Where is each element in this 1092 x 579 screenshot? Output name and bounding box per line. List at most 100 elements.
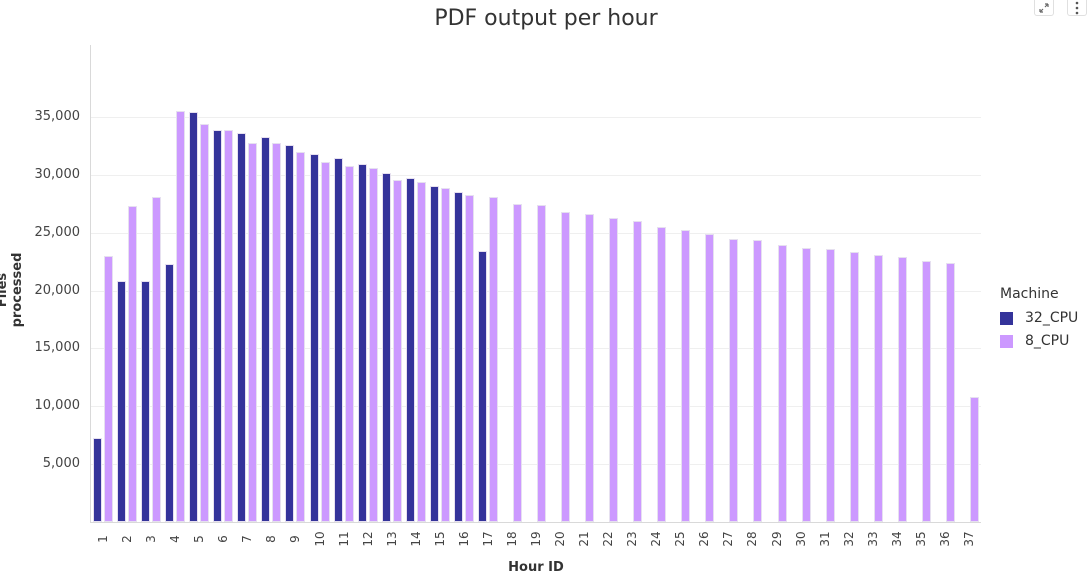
bar-8-cpu-hour-13[interactable] [393, 180, 402, 522]
bar-8-cpu-hour-35[interactable] [922, 261, 931, 522]
bar-32-cpu-hour-11[interactable] [334, 158, 343, 522]
y-axis-label: Files processed [0, 252, 25, 328]
bar-8-cpu-hour-5[interactable] [200, 124, 209, 522]
bar-8-cpu-hour-7[interactable] [248, 143, 257, 522]
gridline [91, 291, 981, 292]
bar-8-cpu-hour-2[interactable] [128, 206, 137, 522]
bar-8-cpu-hour-20[interactable] [561, 212, 570, 522]
bar-8-cpu-hour-1[interactable] [104, 256, 113, 522]
y-axis-line [90, 45, 91, 522]
bar-32-cpu-hour-13[interactable] [382, 173, 391, 522]
bar-32-cpu-hour-16[interactable] [454, 192, 463, 522]
bar-32-cpu-hour-3[interactable] [141, 281, 150, 522]
bar-32-cpu-hour-6[interactable] [213, 130, 222, 522]
bar-8-cpu-hour-33[interactable] [874, 255, 883, 522]
x-tick-label: 30 [794, 531, 808, 547]
bar-8-cpu-hour-10[interactable] [321, 162, 330, 522]
x-tick-label: 4 [168, 535, 182, 543]
bar-8-cpu-hour-9[interactable] [296, 152, 305, 522]
bar-8-cpu-hour-27[interactable] [729, 239, 738, 522]
bar-8-cpu-hour-15[interactable] [441, 188, 450, 522]
x-tick-label: 17 [481, 531, 495, 547]
bar-32-cpu-hour-4[interactable] [165, 264, 174, 522]
gridline [91, 348, 981, 349]
bar-8-cpu-hour-3[interactable] [152, 197, 161, 522]
x-tick-label: 21 [577, 531, 591, 547]
x-tick-label: 36 [938, 531, 952, 547]
bar-8-cpu-hour-34[interactable] [898, 257, 907, 522]
bar-32-cpu-hour-9[interactable] [285, 145, 294, 522]
more-options-button[interactable] [1067, 0, 1087, 16]
bar-8-cpu-hour-24[interactable] [657, 227, 666, 522]
legend-swatch [1000, 334, 1013, 348]
x-tick-label: 28 [745, 531, 759, 547]
y-tick-label: 30,000 [34, 167, 81, 182]
y-tick-label: 10,000 [34, 398, 81, 413]
bar-8-cpu-hour-19[interactable] [537, 205, 546, 522]
bar-32-cpu-hour-5[interactable] [189, 112, 198, 522]
x-tick-label: 11 [337, 531, 351, 547]
bar-32-cpu-hour-17[interactable] [478, 251, 487, 522]
bar-8-cpu-hour-30[interactable] [802, 248, 811, 522]
bar-32-cpu-hour-1[interactable] [93, 438, 102, 522]
bar-8-cpu-hour-29[interactable] [778, 245, 787, 522]
gridline [91, 175, 981, 176]
legend-title: Machine [1000, 286, 1059, 302]
bar-32-cpu-hour-12[interactable] [358, 164, 367, 522]
bar-8-cpu-hour-21[interactable] [585, 214, 594, 522]
bar-32-cpu-hour-14[interactable] [406, 178, 415, 522]
bar-8-cpu-hour-25[interactable] [681, 230, 690, 522]
bar-8-cpu-hour-23[interactable] [633, 221, 642, 522]
legend-item-32-cpu[interactable]: 32_CPU [1000, 310, 1078, 326]
bar-8-cpu-hour-26[interactable] [705, 234, 714, 522]
x-tick-label: 20 [553, 531, 567, 547]
bar-8-cpu-hour-4[interactable] [176, 111, 185, 522]
bar-32-cpu-hour-10[interactable] [310, 154, 319, 522]
bar-8-cpu-hour-28[interactable] [753, 240, 762, 522]
x-tick-label: 15 [433, 531, 447, 547]
x-tick-label: 19 [529, 531, 543, 547]
bar-32-cpu-hour-2[interactable] [117, 281, 126, 522]
bar-8-cpu-hour-32[interactable] [850, 252, 859, 522]
bar-8-cpu-hour-37[interactable] [970, 397, 979, 522]
expand-button[interactable] [1034, 0, 1054, 16]
x-tick-label: 35 [914, 531, 928, 547]
x-tick-label: 37 [962, 531, 976, 547]
x-tick-label: 14 [409, 531, 423, 547]
bar-8-cpu-hour-14[interactable] [417, 182, 426, 522]
y-tick-label: 20,000 [34, 283, 81, 298]
y-tick-label: 5,000 [42, 456, 80, 471]
legend-label: 8_CPU [1025, 333, 1070, 349]
bar-32-cpu-hour-8[interactable] [261, 137, 270, 522]
x-tick-label: 29 [770, 531, 784, 547]
gridline [91, 406, 981, 407]
more-vertical-icon [1075, 1, 1079, 14]
gridline [91, 117, 981, 118]
bar-8-cpu-hour-8[interactable] [272, 143, 281, 522]
x-tick-label: 8 [264, 535, 278, 543]
x-axis-label: Hour ID [508, 560, 564, 575]
x-tick-label: 2 [120, 535, 134, 543]
x-tick-label: 27 [721, 531, 735, 547]
legend-swatch [1000, 311, 1013, 325]
bar-8-cpu-hour-11[interactable] [345, 166, 354, 522]
x-tick-label: 7 [240, 535, 254, 543]
bar-8-cpu-hour-31[interactable] [826, 249, 835, 522]
bar-32-cpu-hour-7[interactable] [237, 133, 246, 522]
x-tick-label: 34 [890, 531, 904, 547]
bar-8-cpu-hour-17[interactable] [489, 197, 498, 522]
bar-32-cpu-hour-15[interactable] [430, 186, 439, 522]
bar-8-cpu-hour-6[interactable] [224, 130, 233, 522]
x-tick-label: 33 [866, 531, 880, 547]
x-tick-label: 31 [818, 531, 832, 547]
x-tick-label: 26 [697, 531, 711, 547]
legend-item-8-cpu[interactable]: 8_CPU [1000, 333, 1078, 349]
x-tick-label: 22 [601, 531, 615, 547]
bar-8-cpu-hour-16[interactable] [465, 195, 474, 522]
bar-8-cpu-hour-22[interactable] [609, 218, 618, 522]
bar-8-cpu-hour-12[interactable] [369, 168, 378, 522]
bar-8-cpu-hour-18[interactable] [513, 204, 522, 522]
x-tick-label: 13 [385, 531, 399, 547]
x-tick-label: 24 [649, 531, 663, 547]
bar-8-cpu-hour-36[interactable] [946, 263, 955, 522]
